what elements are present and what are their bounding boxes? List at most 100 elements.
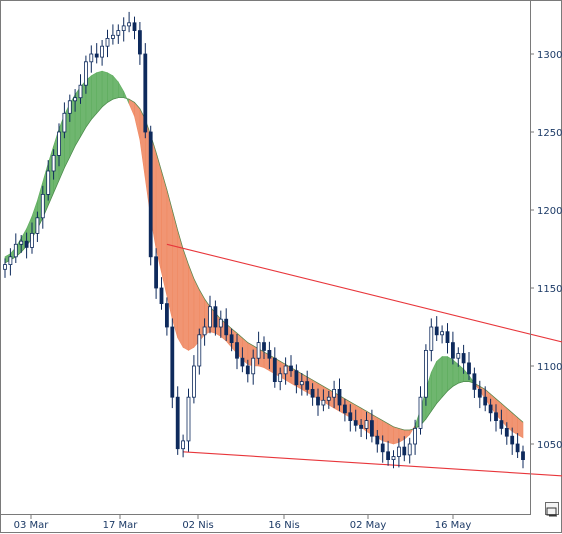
candle	[440, 325, 445, 344]
candle	[94, 43, 99, 64]
candle-body-down	[499, 420, 504, 429]
candle	[353, 409, 358, 432]
candle	[450, 331, 455, 365]
settings-icon	[546, 507, 557, 517]
candle-body-down	[143, 53, 148, 133]
cloud-segment-bearish	[182, 248, 189, 351]
candle	[472, 367, 477, 398]
cloud-segment-bullish	[112, 74, 119, 100]
candle	[218, 310, 223, 338]
candle-body-down	[294, 370, 299, 386]
candle	[494, 404, 498, 432]
candle-body-down	[467, 362, 471, 375]
candle-body-up	[40, 193, 45, 219]
candle-body-up	[218, 318, 223, 328]
candle-body-down	[240, 357, 245, 367]
candle-body-up	[326, 396, 331, 401]
candle	[84, 55, 88, 94]
cloud-segment-bearish	[517, 416, 524, 439]
candle	[364, 412, 369, 440]
candle-body-down	[154, 256, 159, 289]
y-tick-label: 11000	[537, 362, 562, 373]
candle-body-up	[456, 353, 461, 359]
candle	[359, 419, 364, 437]
candle	[251, 349, 256, 385]
candle	[100, 40, 104, 66]
cloud-segment-bearish	[393, 426, 400, 445]
candle-body-down	[310, 388, 315, 398]
candle-body-down	[148, 131, 153, 258]
candle-body-up	[73, 97, 77, 102]
candle	[24, 232, 29, 259]
candle	[402, 436, 407, 462]
axis-layer	[1, 1, 531, 515]
trendline-lower[interactable]	[183, 451, 562, 477]
candle-body-down	[272, 357, 277, 383]
cloud-segment-bearish	[161, 170, 168, 296]
trendline-upper[interactable]	[166, 243, 562, 345]
candle	[73, 89, 77, 112]
candle	[294, 364, 299, 394]
candle-body-up	[429, 326, 434, 351]
candle-body-down	[94, 53, 99, 58]
cloud-segment-bullish	[118, 80, 124, 98]
candle	[499, 409, 504, 435]
candle	[240, 347, 245, 373]
candle	[3, 258, 7, 278]
cloud-segment-bearish	[398, 427, 405, 443]
candle-body-down	[375, 435, 380, 445]
cloud-segment-bearish	[172, 209, 178, 338]
candle	[510, 427, 515, 455]
candle	[19, 235, 24, 253]
candle-body-up	[35, 217, 40, 234]
chart-settings-button[interactable]	[545, 502, 559, 517]
candle	[170, 318, 175, 409]
x-tick-label: 02 May	[350, 520, 387, 531]
candle-body-up	[127, 22, 131, 27]
candle-body-up	[8, 256, 13, 266]
candle-body-up	[19, 240, 24, 245]
candle	[175, 386, 180, 455]
candle	[348, 404, 353, 432]
candle-body-down	[434, 326, 439, 336]
candle-body-down	[342, 404, 347, 414]
x-tick-label: 17 Mar	[103, 520, 139, 531]
candle-body-down	[510, 435, 515, 445]
cloud-segment-bearish	[387, 423, 394, 445]
candle	[278, 367, 283, 391]
candle-body-down	[483, 396, 488, 406]
candle	[137, 22, 142, 65]
candle-body-down	[353, 420, 358, 426]
candle-body-down	[488, 404, 493, 414]
candle-body-down	[461, 353, 466, 364]
cloud-segment-bullish	[96, 70, 103, 115]
candle-layer	[3, 11, 525, 469]
candle	[127, 11, 131, 33]
candle	[116, 24, 121, 44]
candle	[154, 248, 159, 299]
candle	[461, 344, 466, 374]
candle	[105, 29, 110, 58]
cloud-segment-bullish	[447, 356, 454, 392]
candle	[407, 437, 412, 464]
candle	[202, 318, 207, 346]
candle	[235, 334, 239, 370]
candle	[132, 16, 137, 40]
cloud-segment-bullish	[436, 355, 443, 405]
candle-body-up	[418, 396, 423, 429]
candle	[337, 378, 342, 412]
candle-body-up	[332, 388, 337, 398]
candle-body-up	[13, 243, 18, 258]
candle	[305, 370, 310, 396]
candle-body-up	[89, 53, 94, 63]
candle	[143, 43, 148, 139]
candle-body-down	[213, 306, 218, 328]
candle	[342, 398, 347, 422]
candle-body-up	[51, 154, 56, 172]
candle-body-up	[202, 326, 207, 336]
x-tick-label: 03 Mar	[14, 520, 50, 531]
candle-body-up	[30, 232, 34, 248]
candle-body-down	[262, 342, 266, 351]
candle-body-up	[413, 427, 418, 445]
cloud-segment-bullish	[441, 356, 448, 399]
